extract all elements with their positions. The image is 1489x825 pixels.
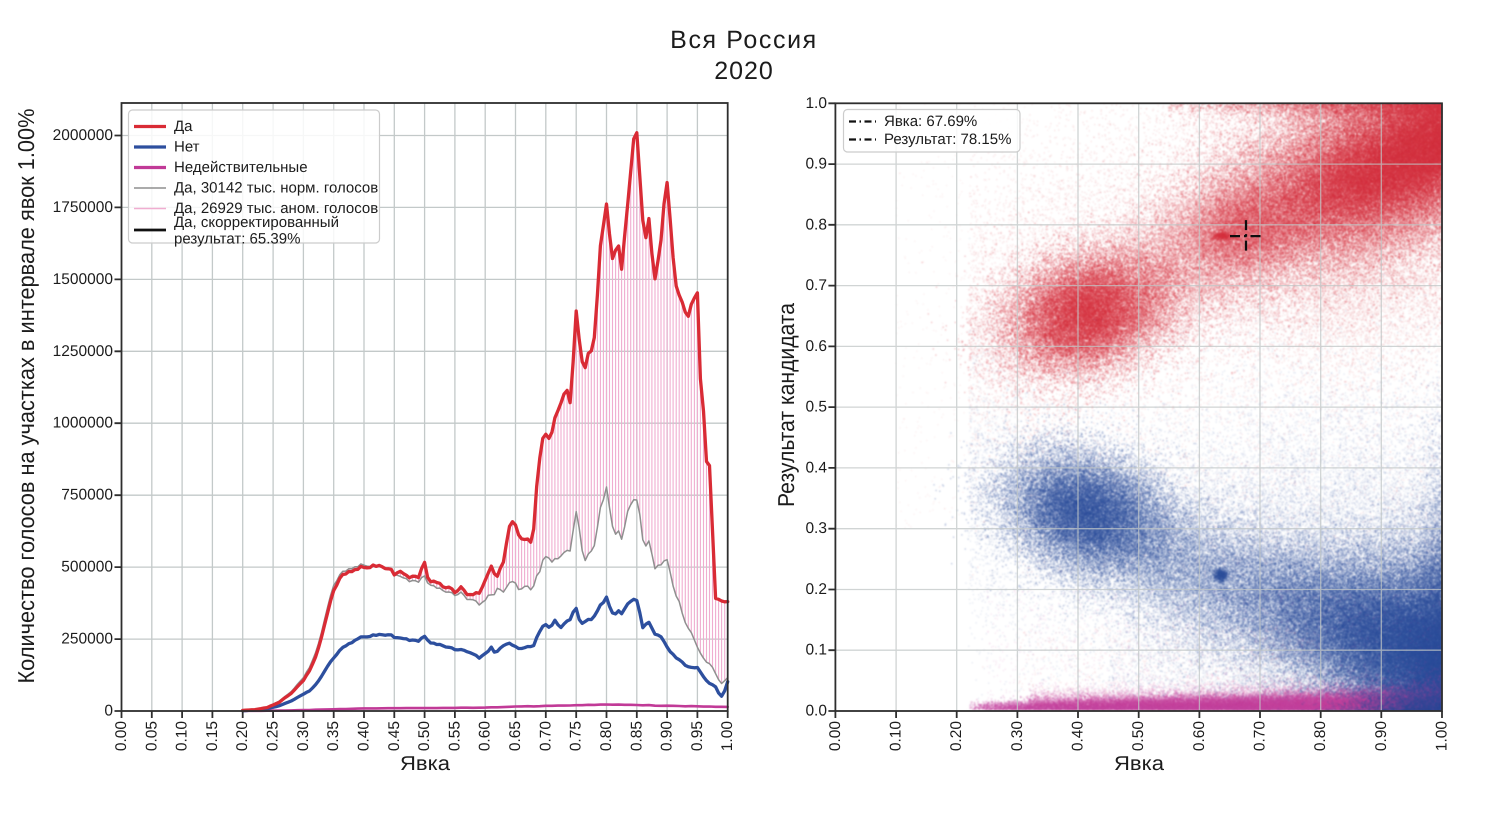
svg-text:1750000: 1750000 <box>53 199 114 216</box>
svg-text:0.70: 0.70 <box>537 721 554 752</box>
svg-text:0.80: 0.80 <box>598 721 615 752</box>
svg-text:1.0: 1.0 <box>805 95 827 112</box>
svg-text:Да, скорректированный: Да, скорректированный <box>174 214 339 231</box>
svg-text:1.00: 1.00 <box>1434 721 1451 752</box>
svg-text:0.4: 0.4 <box>805 459 827 476</box>
svg-text:Явка: 67.69%: Явка: 67.69% <box>884 113 977 130</box>
svg-text:1.00: 1.00 <box>719 721 736 752</box>
svg-text:750000: 750000 <box>61 487 113 504</box>
svg-text:0.80: 0.80 <box>1312 721 1329 752</box>
svg-text:0.30: 0.30 <box>295 721 312 752</box>
svg-text:2020: 2020 <box>714 57 774 85</box>
svg-text:Результат: 78.15%: Результат: 78.15% <box>884 131 1011 148</box>
svg-text:0.55: 0.55 <box>446 721 463 751</box>
svg-text:0.5: 0.5 <box>805 399 827 416</box>
svg-text:Да, 26929 тыс. аном. голосов: Да, 26929 тыс. аном. голосов <box>174 200 378 217</box>
svg-text:2000000: 2000000 <box>53 127 114 144</box>
svg-text:0.1: 0.1 <box>805 642 827 659</box>
svg-text:0.05: 0.05 <box>143 721 160 751</box>
svg-text:1500000: 1500000 <box>53 271 114 288</box>
svg-text:результат: 65.39%: результат: 65.39% <box>174 231 300 248</box>
svg-text:0.95: 0.95 <box>689 721 706 751</box>
svg-text:0.15: 0.15 <box>204 721 221 751</box>
svg-text:0.40: 0.40 <box>356 721 373 752</box>
svg-text:500000: 500000 <box>61 559 113 576</box>
svg-text:0.50: 0.50 <box>416 721 433 752</box>
svg-text:0.10: 0.10 <box>888 721 905 752</box>
svg-text:0.60: 0.60 <box>477 721 494 752</box>
svg-text:0.85: 0.85 <box>628 721 645 751</box>
svg-text:0.00: 0.00 <box>827 721 844 752</box>
svg-text:0.2: 0.2 <box>805 581 827 598</box>
svg-text:Результат кандидата: Результат кандидата <box>773 303 799 507</box>
svg-text:0.65: 0.65 <box>507 721 524 751</box>
svg-text:0.9: 0.9 <box>805 156 827 173</box>
svg-text:Нет: Нет <box>174 139 200 156</box>
svg-text:0.75: 0.75 <box>568 721 585 751</box>
svg-text:0.20: 0.20 <box>234 721 251 752</box>
svg-text:0.10: 0.10 <box>174 721 191 752</box>
svg-text:0.90: 0.90 <box>1373 721 1390 752</box>
svg-text:0.90: 0.90 <box>659 721 676 752</box>
svg-text:0.50: 0.50 <box>1130 721 1147 752</box>
svg-text:Да, 30142 тыс. норм. голосов: Да, 30142 тыс. норм. голосов <box>174 180 378 197</box>
svg-text:250000: 250000 <box>61 631 113 648</box>
svg-text:0.20: 0.20 <box>948 721 965 752</box>
svg-text:0.30: 0.30 <box>1009 721 1026 752</box>
svg-text:0.70: 0.70 <box>1252 721 1269 752</box>
svg-text:0.6: 0.6 <box>805 338 827 355</box>
svg-text:Явка: Явка <box>1114 753 1165 775</box>
svg-text:1250000: 1250000 <box>53 343 114 360</box>
svg-text:0.00: 0.00 <box>113 721 130 752</box>
svg-text:0.8: 0.8 <box>805 216 827 233</box>
svg-text:0.40: 0.40 <box>1070 721 1087 752</box>
svg-text:0.25: 0.25 <box>265 721 282 751</box>
svg-text:Недействительные: Недействительные <box>174 159 308 176</box>
svg-text:0.0: 0.0 <box>805 703 827 720</box>
svg-text:Явка: Явка <box>400 753 451 775</box>
svg-text:0.60: 0.60 <box>1191 721 1208 752</box>
svg-text:0: 0 <box>104 703 113 720</box>
svg-text:1000000: 1000000 <box>53 415 114 432</box>
svg-text:Да: Да <box>174 118 193 135</box>
svg-text:0.45: 0.45 <box>386 721 403 751</box>
svg-text:0.7: 0.7 <box>805 277 827 294</box>
svg-text:Вся Россия: Вся Россия <box>670 26 818 54</box>
svg-text:Количество голосов на участках: Количество голосов на участках в интерва… <box>13 109 39 684</box>
svg-text:0.35: 0.35 <box>325 721 342 751</box>
svg-text:0.3: 0.3 <box>805 520 827 537</box>
